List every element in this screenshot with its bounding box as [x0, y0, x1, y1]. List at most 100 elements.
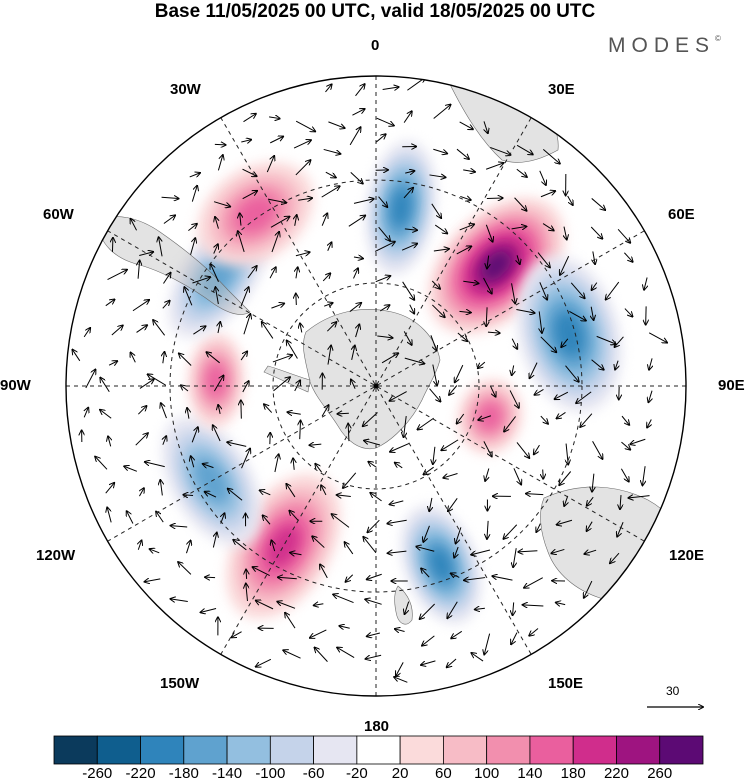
wind-arrow — [539, 282, 547, 299]
wind-arrow — [214, 244, 218, 254]
wind-arrow — [85, 369, 96, 389]
wind-arrow — [649, 358, 652, 369]
wind-arrow — [551, 548, 565, 553]
wind-arrow — [300, 421, 301, 440]
wind-arrow — [404, 357, 424, 363]
wind-arrow — [456, 148, 469, 159]
wind-arrow — [108, 361, 117, 365]
wind-arrow — [107, 270, 127, 280]
wind-arrow — [108, 436, 111, 447]
wind-arrow — [293, 140, 311, 149]
wind-arrow — [363, 537, 377, 554]
wind-arrow — [542, 223, 554, 231]
wind-arrow — [416, 547, 435, 552]
wind-arrow — [271, 232, 279, 253]
wind-arrow — [100, 378, 110, 393]
label-150e: 150E — [548, 675, 584, 692]
wind-arrow — [243, 314, 250, 335]
label-90e: 90E — [718, 377, 745, 394]
wind-arrow — [374, 242, 395, 252]
wind-arrow — [431, 203, 441, 218]
wind-arrow — [485, 163, 503, 170]
wind-arrow — [483, 441, 492, 456]
wind-arrow — [328, 242, 332, 251]
wind-arrow — [376, 117, 394, 125]
wind-arrow — [487, 255, 489, 269]
wind-arrow — [349, 303, 361, 312]
wind-arrow — [294, 380, 300, 392]
wind-arrow — [290, 553, 302, 555]
wind-arrow — [163, 352, 165, 364]
wind-arrow — [455, 364, 464, 382]
anomaly-center — [516, 255, 622, 413]
wind-arrow — [325, 171, 336, 177]
wind-arrow — [592, 282, 598, 290]
colorbar-swatch — [659, 735, 704, 765]
wind-arrow — [83, 328, 90, 338]
wind-arrow — [213, 425, 221, 442]
wind-arrow — [511, 226, 527, 228]
wind-arrow — [271, 540, 274, 552]
label-30w: 30W — [170, 81, 201, 98]
wind-arrow — [337, 648, 355, 659]
wind-arrow — [648, 390, 652, 403]
wind-arrow — [490, 385, 496, 397]
anomaly-contour — [429, 547, 453, 582]
colorbar-tick-label: -220 — [125, 765, 156, 782]
wind-arrow — [350, 171, 363, 183]
wind-arrow — [513, 468, 521, 484]
wind-arrow — [478, 361, 486, 368]
colorbar-tick-label: -100 — [255, 765, 286, 782]
wind-arrow — [215, 217, 218, 229]
wind-arrow — [367, 519, 380, 532]
wind-arrow — [459, 224, 474, 231]
wind-arrow — [511, 338, 517, 349]
wind-arrow — [296, 267, 298, 279]
wind-arrow — [559, 471, 572, 485]
wind-arrow — [526, 494, 544, 495]
wind-arrow — [587, 521, 593, 531]
colorbar-swatch — [442, 735, 488, 765]
wind-arrow — [72, 350, 81, 362]
wind-arrow — [621, 415, 629, 425]
wind-arrow — [642, 466, 645, 485]
wind-arrow — [405, 171, 414, 173]
wind-arrow — [395, 463, 403, 469]
wind-arrow — [629, 496, 650, 498]
wind-arrow — [328, 346, 331, 365]
colorbar-tick-label: 260 — [647, 765, 673, 782]
wind-arrow — [241, 400, 242, 419]
wind-arrow — [368, 462, 377, 468]
wind-arrow — [433, 148, 447, 153]
wind-arrow — [423, 525, 430, 542]
colorbar-tick-label: -60 — [302, 765, 325, 782]
wind-arrow — [648, 332, 667, 343]
wind-arrow — [270, 217, 289, 228]
wind-arrow — [463, 281, 478, 283]
wind-arrow — [395, 629, 405, 632]
wind-arrow — [422, 635, 435, 646]
wind-arrow — [366, 654, 382, 659]
graticule — [66, 76, 686, 696]
wind-arrow — [556, 602, 566, 604]
wind-arrow — [246, 570, 247, 579]
wind-arrow — [310, 629, 327, 638]
wind-arrow — [514, 197, 527, 211]
wind-arrow — [418, 417, 435, 429]
wind-arrow — [430, 335, 437, 350]
wind-arrow — [429, 388, 441, 402]
anomaly-contour — [206, 363, 226, 398]
wind-arrow — [621, 441, 630, 450]
wind-arrow — [561, 338, 569, 347]
wind-arrow — [592, 473, 594, 492]
wind-arrow — [243, 114, 256, 123]
wind-arrow — [401, 244, 417, 251]
wind-arrow — [564, 495, 568, 506]
wind-arrow — [620, 468, 628, 482]
wind-arrow — [485, 224, 492, 242]
label-30e: 30E — [548, 81, 575, 98]
wind-arrow — [241, 140, 251, 142]
wind-arrow — [564, 226, 567, 240]
wind-arrow — [432, 364, 437, 386]
wind-arrow — [557, 519, 573, 525]
